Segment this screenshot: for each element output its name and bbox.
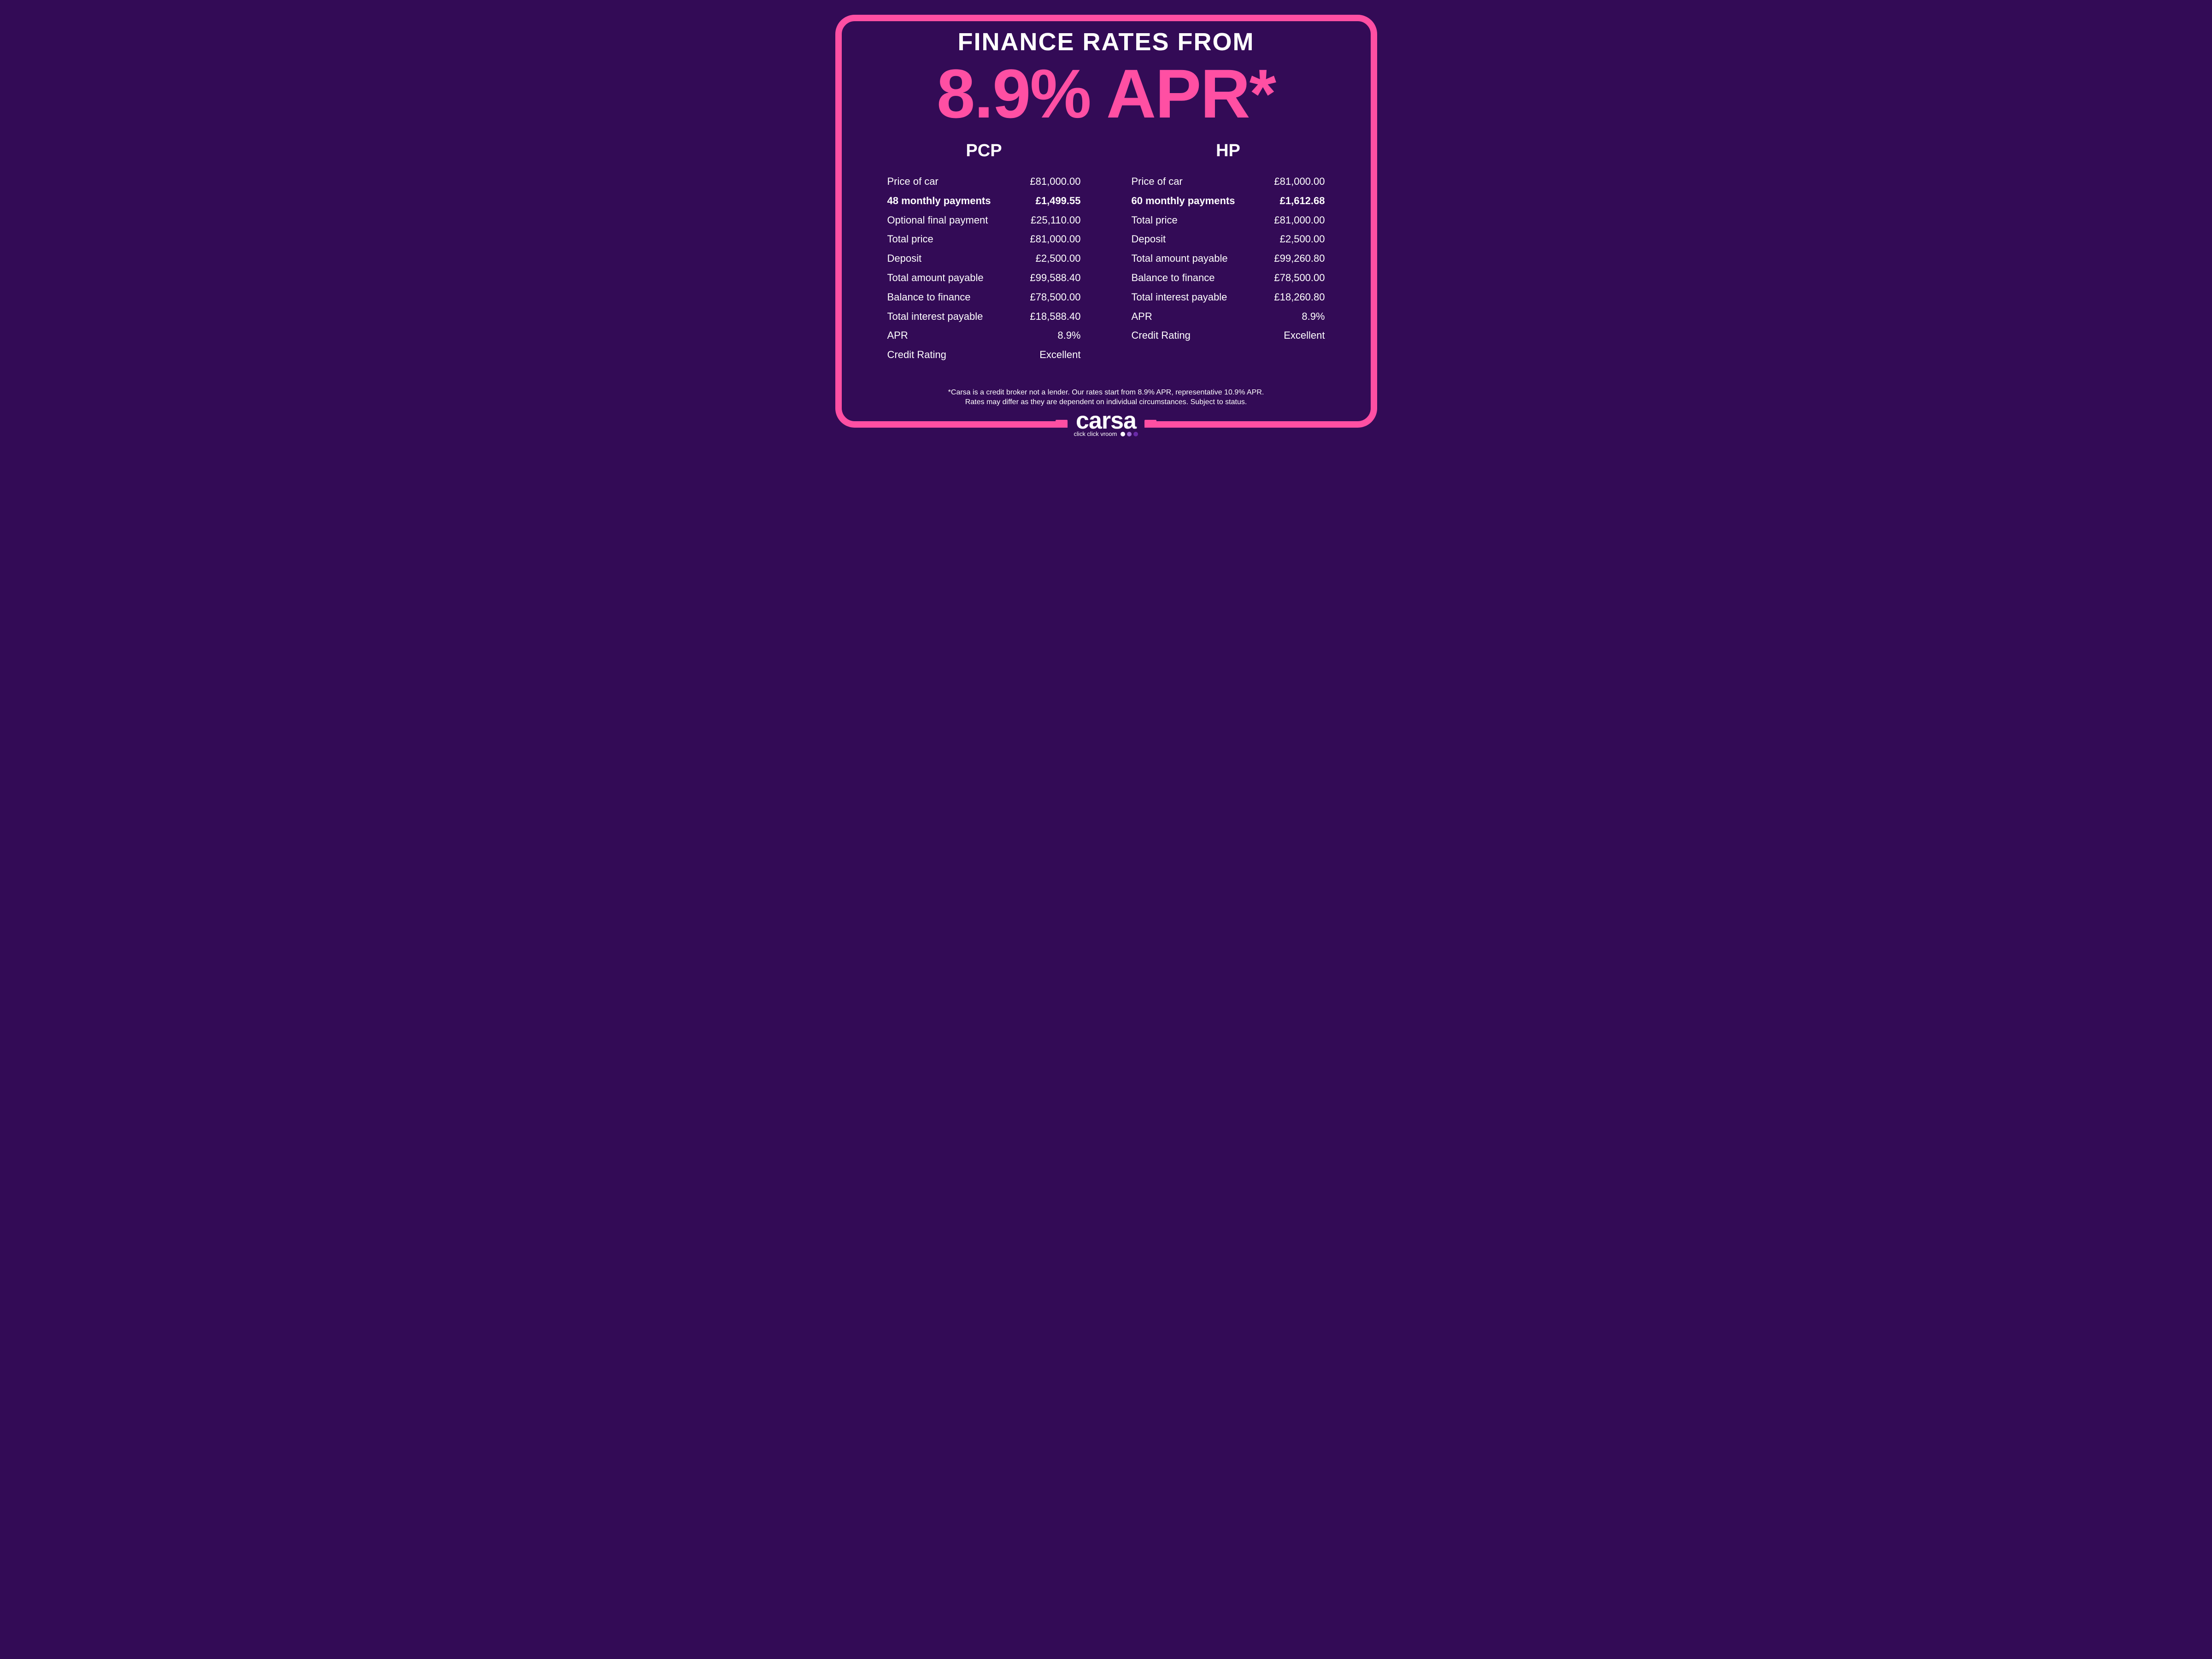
pcp-row-label: Total amount payable — [887, 268, 1012, 288]
title: FINANCE RATES FROM — [853, 28, 1360, 56]
hp-row-value: Excellent — [1256, 326, 1325, 345]
pcp-row-label: Balance to finance — [887, 288, 1012, 307]
pcp-row-label: Optional final payment — [887, 211, 1012, 230]
content-area: FINANCE RATES FROM 8.9% APR* PCP Price o… — [853, 28, 1360, 415]
brand-logo: carsa click click vroom — [1056, 409, 1157, 437]
brand-tagline: click click vroom — [1074, 431, 1117, 437]
hp-row: Credit RatingExcellent — [1132, 326, 1325, 345]
disclaimer-line-1: *Carsa is a credit broker not a lender. … — [811, 388, 1401, 398]
pcp-row-value: £81,000.00 — [1012, 229, 1081, 249]
dot-icon — [1133, 432, 1138, 436]
dot-icon — [1127, 432, 1132, 436]
pcp-row: Total amount payable£99,588.40 — [887, 268, 1081, 288]
pcp-row-value: £25,110.00 — [1012, 211, 1081, 230]
hp-row-label: APR — [1132, 307, 1256, 326]
pcp-row: APR8.9% — [887, 326, 1081, 345]
hp-row-label: Balance to finance — [1132, 268, 1256, 288]
pcp-row-value: £99,588.40 — [1012, 268, 1081, 288]
hp-row: Deposit£2,500.00 — [1132, 229, 1325, 249]
pcp-row: Balance to finance£78,500.00 — [887, 288, 1081, 307]
disclaimer-line-2: Rates may differ as they are dependent o… — [811, 397, 1401, 407]
hp-row-label: Deposit — [1132, 229, 1256, 249]
pcp-row: Total interest payable£18,588.40 — [887, 307, 1081, 326]
pcp-heading: PCP — [887, 141, 1081, 161]
brand-dots — [1121, 432, 1138, 436]
pcp-row-value: £2,500.00 — [1012, 249, 1081, 268]
hp-row: Price of car£81,000.00 — [1132, 172, 1325, 191]
apr-headline: 8.9% APR* — [853, 59, 1360, 128]
hp-row: Balance to finance£78,500.00 — [1132, 268, 1325, 288]
pcp-row: 48 monthly payments£1,499.55 — [887, 191, 1081, 211]
hp-row-value: £99,260.80 — [1256, 249, 1325, 268]
tables-row: PCP Price of car£81,000.0048 monthly pay… — [853, 141, 1360, 365]
hp-row: Total amount payable£99,260.80 — [1132, 249, 1325, 268]
hp-row: APR8.9% — [1132, 307, 1325, 326]
pcp-row-value: Excellent — [1012, 345, 1081, 365]
hp-row: Total interest payable£18,260.80 — [1132, 288, 1325, 307]
hp-row-value: £2,500.00 — [1256, 229, 1325, 249]
pcp-row: Total price£81,000.00 — [887, 229, 1081, 249]
hp-heading: HP — [1132, 141, 1325, 161]
hp-row-value: £81,000.00 — [1256, 172, 1325, 191]
hp-row-value: 8.9% — [1256, 307, 1325, 326]
hp-row-label: Price of car — [1132, 172, 1256, 191]
hp-row-label: Total price — [1132, 211, 1256, 230]
pcp-row-value: 8.9% — [1012, 326, 1081, 345]
logo-bar-left — [1056, 420, 1068, 426]
pcp-row-label: Deposit — [887, 249, 1012, 268]
pcp-row: Price of car£81,000.00 — [887, 172, 1081, 191]
hp-row: Total price£81,000.00 — [1132, 211, 1325, 230]
pcp-row: Deposit£2,500.00 — [887, 249, 1081, 268]
hp-table: HP Price of car£81,000.0060 monthly paym… — [1132, 141, 1325, 365]
disclaimer: *Carsa is a credit broker not a lender. … — [811, 388, 1401, 407]
pcp-row-label: Price of car — [887, 172, 1012, 191]
pcp-table: PCP Price of car£81,000.0048 monthly pay… — [887, 141, 1081, 365]
pcp-row-label: Total interest payable — [887, 307, 1012, 326]
pcp-row-value: £18,588.40 — [1012, 307, 1081, 326]
hp-row-label: Total amount payable — [1132, 249, 1256, 268]
logo-center: carsa click click vroom — [1068, 409, 1145, 437]
hp-row-value: £1,612.68 — [1256, 191, 1325, 211]
hp-row-value: £18,260.80 — [1256, 288, 1325, 307]
brand-name: carsa — [1074, 409, 1138, 433]
hp-row-value: £78,500.00 — [1256, 268, 1325, 288]
pcp-row: Credit RatingExcellent — [887, 345, 1081, 365]
hp-row-value: £81,000.00 — [1256, 211, 1325, 230]
pcp-row-label: Total price — [887, 229, 1012, 249]
brand-tagline-row: click click vroom — [1074, 431, 1138, 437]
pcp-row-value: £81,000.00 — [1012, 172, 1081, 191]
hp-row: 60 monthly payments£1,612.68 — [1132, 191, 1325, 211]
hp-row-label: 60 monthly payments — [1132, 191, 1256, 211]
pcp-row-value: £78,500.00 — [1012, 288, 1081, 307]
pcp-row-label: 48 monthly payments — [887, 191, 1012, 211]
hp-row-label: Credit Rating — [1132, 326, 1256, 345]
pcp-row-value: £1,499.55 — [1012, 191, 1081, 211]
pcp-row-label: Credit Rating — [887, 345, 1012, 365]
logo-bar-right — [1144, 420, 1156, 426]
pcp-row: Optional final payment£25,110.00 — [887, 211, 1081, 230]
pcp-row-label: APR — [887, 326, 1012, 345]
hp-row-label: Total interest payable — [1132, 288, 1256, 307]
finance-graphic: FINANCE RATES FROM 8.9% APR* PCP Price o… — [811, 0, 1401, 442]
dot-icon — [1121, 432, 1125, 436]
